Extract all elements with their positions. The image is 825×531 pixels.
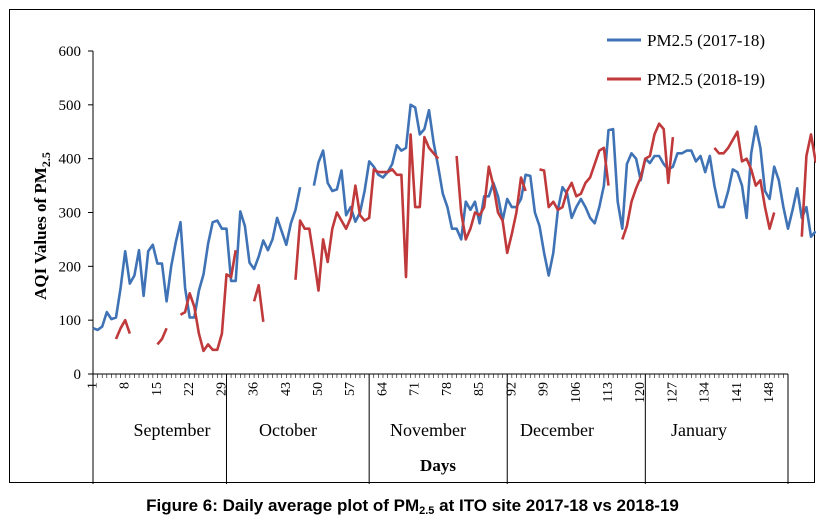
y-axis-title: AQI Values of PM2.5 bbox=[31, 152, 53, 300]
x-tick-label: 43 bbox=[279, 382, 294, 396]
y-axis-title-sub: 2.5 bbox=[39, 152, 53, 167]
y-axis-title-main: AQI Values of PM bbox=[31, 167, 50, 300]
month-label: September bbox=[134, 420, 211, 440]
chart-frame: 0 100 200 300 400 500 600 1 8 15 22 29 36 43 50 57 64 71 7… bbox=[9, 9, 816, 484]
caption-prefix: Figure 6: Daily average plot of PM bbox=[146, 496, 420, 515]
y-tick-label: 600 bbox=[59, 44, 82, 60]
month-label: November bbox=[390, 420, 466, 440]
x-tick-label: 120 bbox=[633, 382, 648, 403]
line-chart: 0 100 200 300 400 500 600 1 8 15 22 29 36 43 50 57 64 71 7… bbox=[31, 31, 816, 484]
x-tick-label: 78 bbox=[440, 382, 455, 396]
y-tick-label: 200 bbox=[59, 259, 82, 275]
x-axis-title: Days bbox=[420, 456, 456, 475]
y-tick-label: 300 bbox=[59, 206, 82, 222]
x-tick-label: 15 bbox=[150, 382, 165, 396]
month-label: December bbox=[520, 420, 594, 440]
labels-layer: 0 100 200 300 400 500 600 1 8 15 22 29 36 43 50 57 64 71 7… bbox=[59, 44, 778, 440]
x-tick-label: 50 bbox=[311, 382, 326, 396]
x-tick-label: 134 bbox=[698, 382, 713, 403]
x-tick-label: 148 bbox=[762, 382, 777, 403]
y-tick-label: 100 bbox=[59, 313, 82, 329]
figure-caption: Figure 6: Daily average plot of PM2.5 at… bbox=[0, 496, 825, 517]
legend: PM2.5 (2017-18) PM2.5 (2018-19) bbox=[607, 31, 765, 89]
series-line-1 bbox=[114, 122, 816, 353]
caption-subscript: 2.5 bbox=[419, 505, 435, 517]
x-tick-label: 22 bbox=[182, 382, 197, 396]
y-tick-label: 400 bbox=[59, 152, 82, 168]
caption-suffix: at ITO site 2017-18 vs 2018-19 bbox=[434, 496, 679, 515]
x-tick-label: 92 bbox=[504, 382, 519, 396]
month-label: October bbox=[259, 420, 317, 440]
series-layer bbox=[92, 103, 816, 353]
legend-label-2017-18: PM2.5 (2017-18) bbox=[647, 31, 765, 50]
month-label: January bbox=[671, 420, 727, 440]
x-tick-label: 71 bbox=[408, 382, 423, 396]
x-tick-label: 85 bbox=[472, 382, 487, 396]
series-line-0 bbox=[92, 103, 816, 332]
x-tick-label: 57 bbox=[343, 382, 358, 396]
x-tick-label: 99 bbox=[537, 382, 552, 396]
legend-label-2018-19: PM2.5 (2018-19) bbox=[647, 70, 765, 89]
y-tick-label: 500 bbox=[59, 98, 82, 114]
x-tick-label: 36 bbox=[247, 382, 262, 396]
x-tick-label: 141 bbox=[730, 382, 745, 403]
x-tick-label: 8 bbox=[118, 382, 133, 389]
x-tick-label: 1 bbox=[86, 382, 101, 389]
y-tick-label: 0 bbox=[74, 367, 82, 383]
x-tick-label: 64 bbox=[375, 382, 390, 396]
x-tick-label: 127 bbox=[665, 382, 680, 403]
axes-layer bbox=[88, 50, 789, 484]
x-tick-label: 106 bbox=[569, 382, 584, 403]
x-tick-label: 113 bbox=[601, 382, 616, 402]
x-tick-label: 29 bbox=[214, 382, 229, 396]
